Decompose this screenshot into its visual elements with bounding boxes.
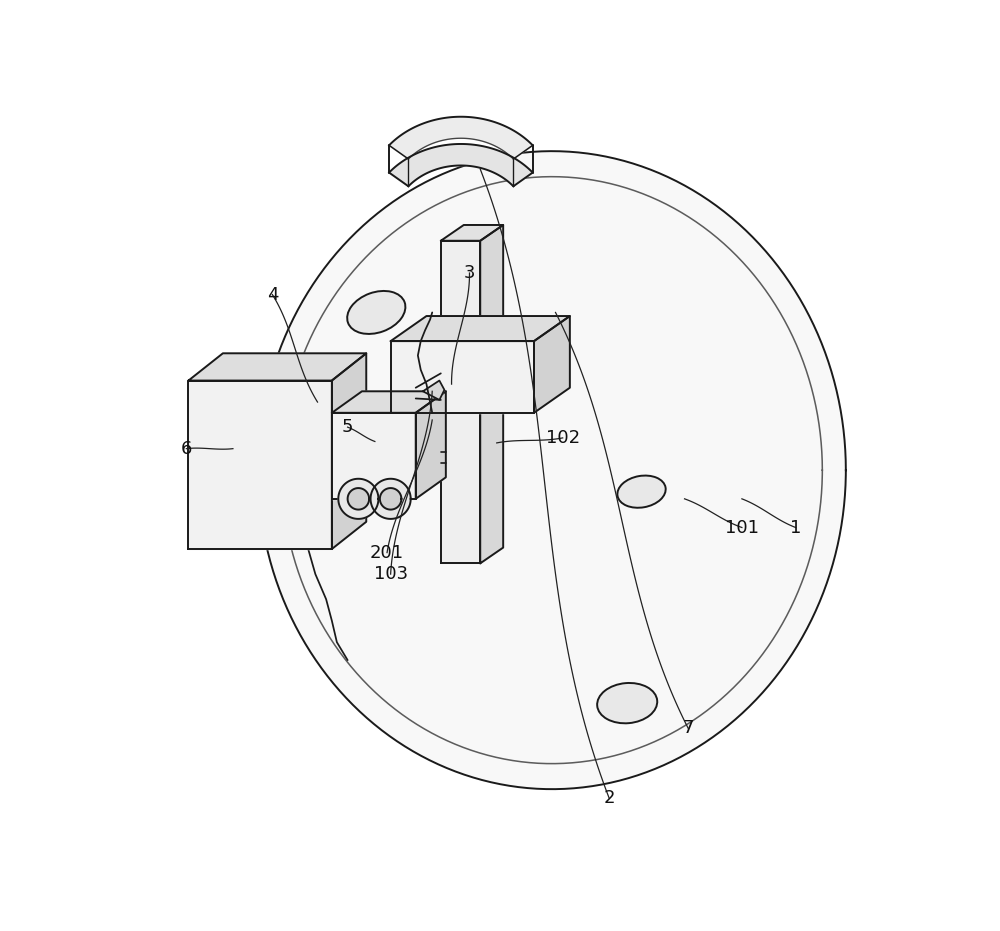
Text: 5: 5 <box>342 418 353 436</box>
Text: 6: 6 <box>181 439 192 458</box>
Polygon shape <box>389 144 533 186</box>
Polygon shape <box>258 151 846 789</box>
Text: 102: 102 <box>546 429 580 447</box>
Polygon shape <box>188 353 366 381</box>
Text: 103: 103 <box>374 565 408 583</box>
Polygon shape <box>534 316 570 412</box>
Polygon shape <box>332 412 416 499</box>
Polygon shape <box>416 391 446 499</box>
Text: 101: 101 <box>725 519 759 536</box>
Polygon shape <box>441 225 503 241</box>
Polygon shape <box>338 479 378 519</box>
Polygon shape <box>371 479 411 519</box>
Text: 201: 201 <box>370 544 404 561</box>
Text: 2: 2 <box>604 789 615 807</box>
Polygon shape <box>380 488 401 509</box>
Polygon shape <box>188 381 332 549</box>
Polygon shape <box>423 381 444 400</box>
Text: 1: 1 <box>790 519 801 536</box>
Text: 7: 7 <box>682 720 694 737</box>
Ellipse shape <box>347 291 405 334</box>
Text: 3: 3 <box>464 264 475 282</box>
Text: 4: 4 <box>267 286 278 304</box>
Polygon shape <box>332 391 446 412</box>
Polygon shape <box>389 116 533 159</box>
Polygon shape <box>441 241 480 563</box>
Ellipse shape <box>597 683 657 723</box>
Polygon shape <box>332 353 366 549</box>
Polygon shape <box>391 341 534 412</box>
Polygon shape <box>348 488 369 509</box>
Ellipse shape <box>617 476 666 507</box>
Polygon shape <box>391 316 570 341</box>
Polygon shape <box>480 225 503 563</box>
